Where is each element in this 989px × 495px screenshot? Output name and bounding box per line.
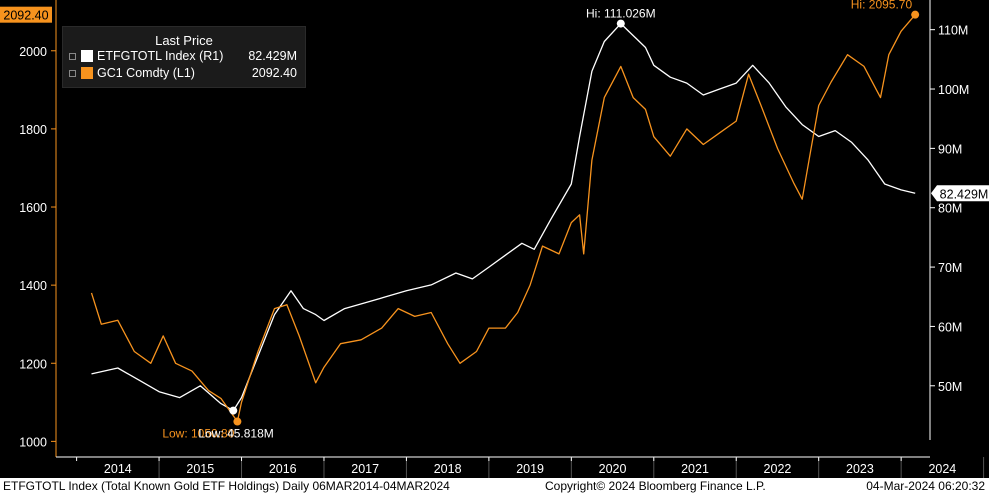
- last-value-box-left: [0, 6, 52, 23]
- right-tick-label: 90M: [938, 142, 962, 156]
- legend-box: Last Price ETFGTOTL Index (R1) 82.429M G…: [62, 26, 306, 88]
- x-tick-label: 2016: [269, 462, 297, 476]
- low-label-white: Low: 45.818M: [198, 427, 273, 441]
- x-tick-label: 2015: [186, 462, 214, 476]
- left-tick-label: 2000: [19, 45, 47, 59]
- right-tick-label: 100M: [938, 83, 969, 97]
- x-tick-label: 2021: [681, 462, 709, 476]
- footer-timestamp: 04-Mar-2024 06:20:32: [866, 479, 985, 493]
- legend-swatch-white: [81, 50, 93, 62]
- footer-description: ETFGTOTL Index (Total Known Gold ETF Hol…: [3, 479, 450, 493]
- last-value-box-right: [931, 185, 989, 202]
- x-tick-label: 2020: [599, 462, 627, 476]
- legend-series-value: 2092.40: [251, 66, 297, 80]
- high-label-orange: Hi: 2095.70: [851, 0, 913, 12]
- high-label-white: Hi: 111.026M: [586, 7, 656, 21]
- right-tick-label: 110M: [938, 24, 968, 38]
- footer-bar: ETFGTOTL Index (Total Known Gold ETF Hol…: [0, 478, 989, 495]
- legend-series-name: ETFGTOTL Index (R1): [97, 49, 224, 63]
- left-tick-label: 1200: [19, 357, 47, 371]
- low-label-orange: Low: 1050.80: [162, 427, 234, 441]
- x-tick-label: 2022: [764, 462, 792, 476]
- legend-item-etfgtotl: ETFGTOTL Index (R1) 82.429M: [69, 49, 297, 65]
- chart-canvas: 1000 1200 1400 1600 1800 2000 50M 60M 70M 80M 90M 1…: [0, 0, 989, 478]
- low-marker-white: [229, 406, 238, 415]
- last-value-label-right: 82.429M: [940, 187, 989, 201]
- right-tick-label: 80M: [938, 202, 962, 216]
- high-marker-orange: [911, 10, 920, 19]
- last-value-label-left: 2092.40: [3, 9, 48, 23]
- left-tick-label: 1600: [19, 201, 47, 215]
- left-tick-label: 1800: [19, 123, 47, 137]
- x-tick-label: 2023: [846, 462, 874, 476]
- legend-series-name: GC1 Comdty (L1): [97, 66, 195, 80]
- left-tick-label: 1000: [19, 435, 47, 449]
- right-tick-label: 50M: [938, 380, 962, 394]
- left-tick-label: 1400: [19, 279, 47, 293]
- high-marker-white: [616, 19, 625, 28]
- legend-series-value: 82.429M: [248, 49, 297, 63]
- x-tick-label: 2024: [928, 462, 956, 476]
- x-tick-label: 2017: [351, 462, 379, 476]
- legend-item-gc1: GC1 Comdty (L1) 2092.40: [69, 66, 297, 82]
- legend-title: Last Price: [155, 33, 213, 48]
- legend-swatch-orange: [81, 67, 93, 79]
- legend-checkbox-icon: [69, 53, 76, 60]
- footer-copyright: Copyright© 2024 Bloomberg Finance L.P.: [545, 479, 766, 493]
- right-tick-label: 70M: [938, 261, 962, 275]
- right-tick-label: 60M: [938, 320, 962, 334]
- legend-checkbox-icon: [69, 70, 76, 77]
- x-tick-label: 2019: [516, 462, 544, 476]
- x-tick-label: 2014: [104, 462, 132, 476]
- x-tick-label: 2018: [434, 462, 462, 476]
- low-marker-orange: [233, 417, 242, 426]
